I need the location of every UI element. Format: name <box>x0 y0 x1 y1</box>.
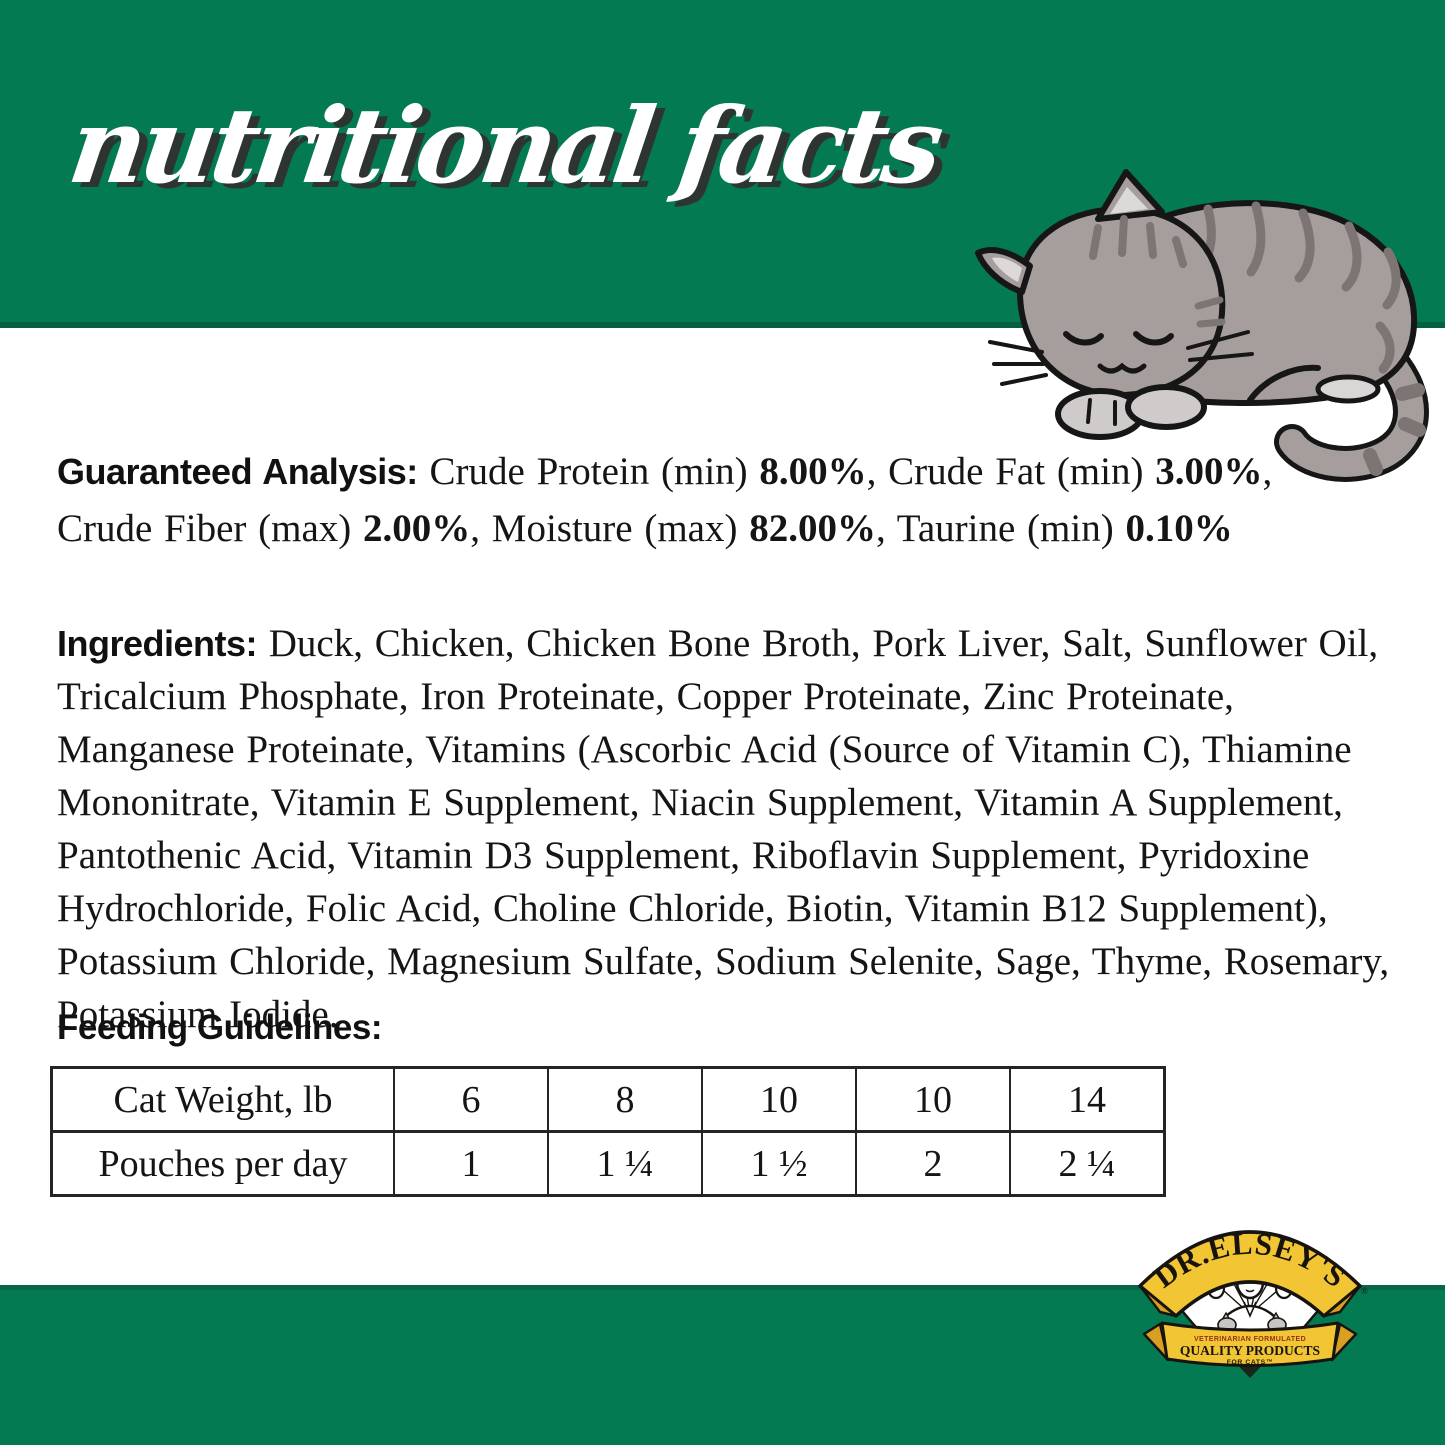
sleeping-cat-illustration <box>975 169 1429 482</box>
dr-elseys-logo: DR.ELSEY'S ® VETERINARIAN FORMULATED QUA… <box>1138 1226 1368 1378</box>
logo-tagline-main: QUALITY PRODUCTS <box>1180 1343 1320 1358</box>
row-label-cat-weight: Cat Weight, lb <box>50 1066 395 1133</box>
ga-segment: , Crude Fat (min) <box>866 450 1156 493</box>
cat-weight-cell: 8 <box>547 1066 703 1133</box>
cat-weight-cell: 14 <box>1009 1066 1166 1133</box>
guaranteed-analysis-label: Guaranteed Analysis: <box>57 451 418 492</box>
table-row: Pouches per day 1 1 ¼ 1 ½ 2 2 ¼ <box>50 1130 1166 1197</box>
ga-segment: , Taurine (min) <box>875 507 1126 550</box>
ingredients-text: Ingredients: Duck, Chicken, Chicken Bone… <box>57 617 1407 1041</box>
logo-registered-mark: ® <box>1361 1286 1368 1296</box>
ga-value-moisture: 82.00% <box>749 507 876 550</box>
ga-value-protein: 8.00% <box>759 450 867 493</box>
ingredients-list: Duck, Chicken, Chicken Bone Broth, Pork … <box>57 622 1390 1036</box>
cat-weight-cell: 6 <box>393 1066 549 1133</box>
ga-value-fat: 3.00% <box>1155 450 1263 493</box>
cat-weight-cell: 10 <box>855 1066 1011 1133</box>
logo-tagline-bottom: FOR CATS™ <box>1227 1359 1273 1366</box>
cat-weight-cell: 10 <box>701 1066 857 1133</box>
feeding-guidelines-heading: Feeding Guidelines: <box>57 1008 382 1047</box>
logo-tagline-top: VETERINARIAN FORMULATED <box>1194 1336 1306 1343</box>
pouches-cell: 1 ½ <box>701 1130 857 1197</box>
guaranteed-analysis-text: Guaranteed Analysis: Crude Protein (min)… <box>57 443 1372 557</box>
pouches-cell: 1 ¼ <box>547 1130 703 1197</box>
pouches-cell: 1 <box>393 1130 549 1197</box>
pouches-cell: 2 ¼ <box>1009 1130 1166 1197</box>
ga-segment: , Crude Fiber (max) <box>57 450 1273 550</box>
ga-segment: Crude Protein (min) <box>417 450 760 493</box>
pouches-cell: 2 <box>855 1130 1011 1197</box>
ga-segment: , Moisture (max) <box>470 507 750 550</box>
ingredients-label: Ingredients: <box>57 623 258 664</box>
table-row: Cat Weight, lb 6 8 10 10 14 <box>50 1066 1166 1133</box>
page-title: nutritional facts <box>62 84 946 207</box>
row-label-pouches: Pouches per day <box>50 1130 395 1197</box>
feeding-table: Cat Weight, lb 6 8 10 10 14 Pouches per … <box>50 1066 1166 1197</box>
ga-value-fiber: 2.00% <box>363 507 471 550</box>
ga-value-taurine: 0.10% <box>1125 507 1233 550</box>
